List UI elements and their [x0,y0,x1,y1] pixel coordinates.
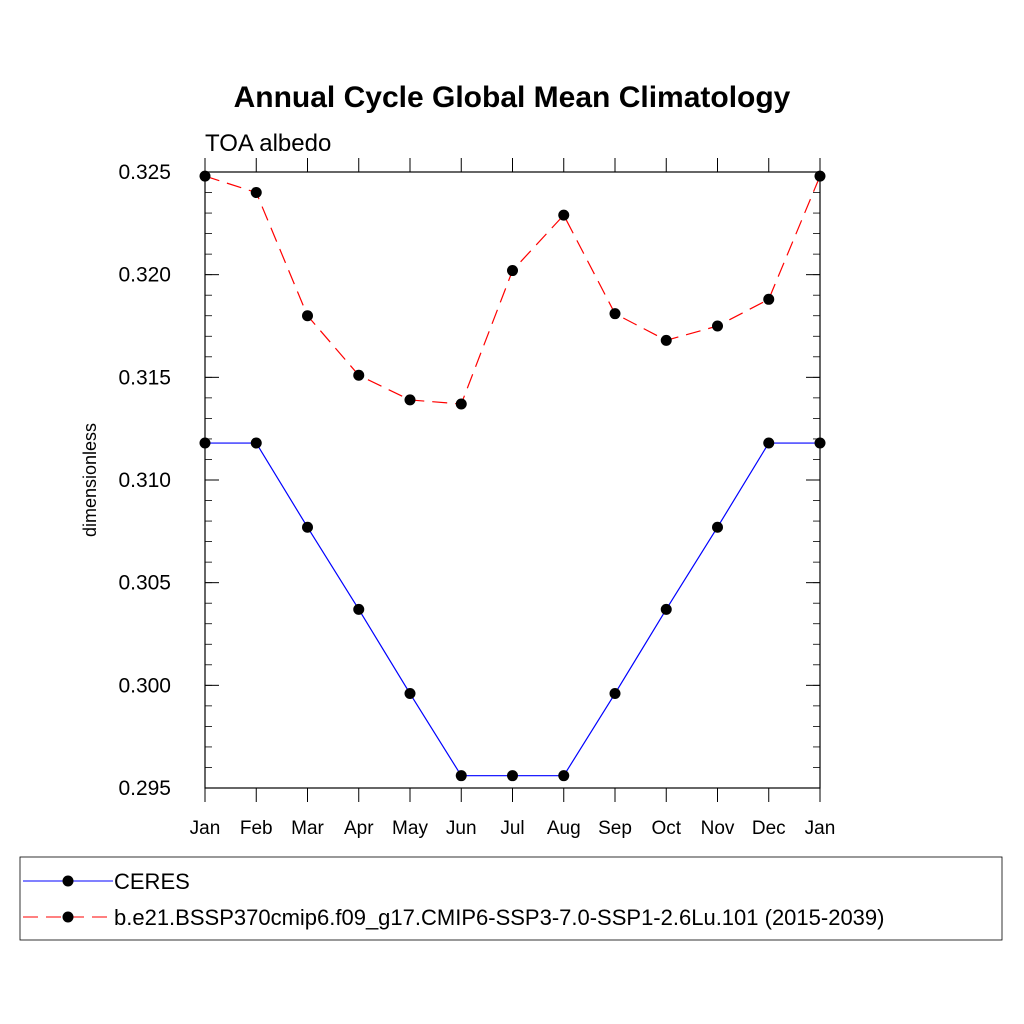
data-point [250,187,262,199]
x-tick-label: Dec [752,818,786,839]
y-tick-label: 0.325 [118,161,171,184]
y-axis-label: dimensionless [80,423,100,537]
x-tick-label: Jan [190,818,221,839]
data-point [250,437,262,449]
x-tick-label: May [392,818,428,839]
data-point [507,770,518,782]
legend-marker-ceres [62,875,74,887]
series-1 [199,170,826,410]
data-point [660,334,672,346]
series-0 [199,437,826,782]
data-point [507,265,518,277]
x-tick-label: Feb [240,818,273,839]
chart-subtitle: TOA albedo [205,130,331,157]
plot-frame [204,171,821,789]
x-tick-label: Nov [701,818,735,839]
x-tick-label: Mar [291,818,324,839]
data-point [609,308,621,320]
data-point [404,394,416,406]
x-tick-label: Aug [547,818,581,839]
series-line [205,442,820,777]
x-tick-label: Jan [805,818,836,839]
data-point [558,209,570,221]
data-point [302,310,313,322]
chart-title: Annual Cycle Global Mean Climatology [234,81,791,114]
x-tick-label: Jul [500,818,524,839]
data-point [455,770,467,782]
legend: CERES b.e21.BSSP370cmip6.f09_g17.CMIP6-S… [19,856,1003,941]
data-point [763,293,775,305]
y-tick-label: 0.305 [118,572,171,595]
x-tick-label: Apr [344,818,374,839]
legend-box [19,856,1003,941]
data-point [353,603,365,615]
data-point [712,521,723,533]
data-point [302,521,313,533]
axes: 0.295 0.300 0.305 0.310 0.315 0.320 0.325 Jan Fe… [118,158,835,839]
series-line [204,175,821,405]
data-point [660,603,672,615]
y-tick-label: 0.310 [118,469,171,492]
x-tick-label: Sep [598,818,632,839]
legend-label-ceres: CERES [114,869,190,894]
data-point [455,398,467,410]
y-tick-label: 0.315 [118,366,171,389]
data-point [609,688,621,700]
data-point [404,688,416,700]
x-tick-label: Oct [651,818,681,839]
y-tick-label: 0.320 [118,264,171,287]
data-point [558,770,570,782]
y-tick-label: 0.295 [118,777,171,800]
y-tick-label: 0.300 [118,674,171,697]
x-tick-label: Jun [446,818,477,839]
legend-label-model: b.e21.BSSP370cmip6.f09_g17.CMIP6-SSP3-7.… [114,905,884,930]
legend-marker-model [62,911,74,923]
data-point [763,437,775,449]
data-series [199,170,826,782]
data-point [712,320,723,332]
data-point [353,369,365,381]
